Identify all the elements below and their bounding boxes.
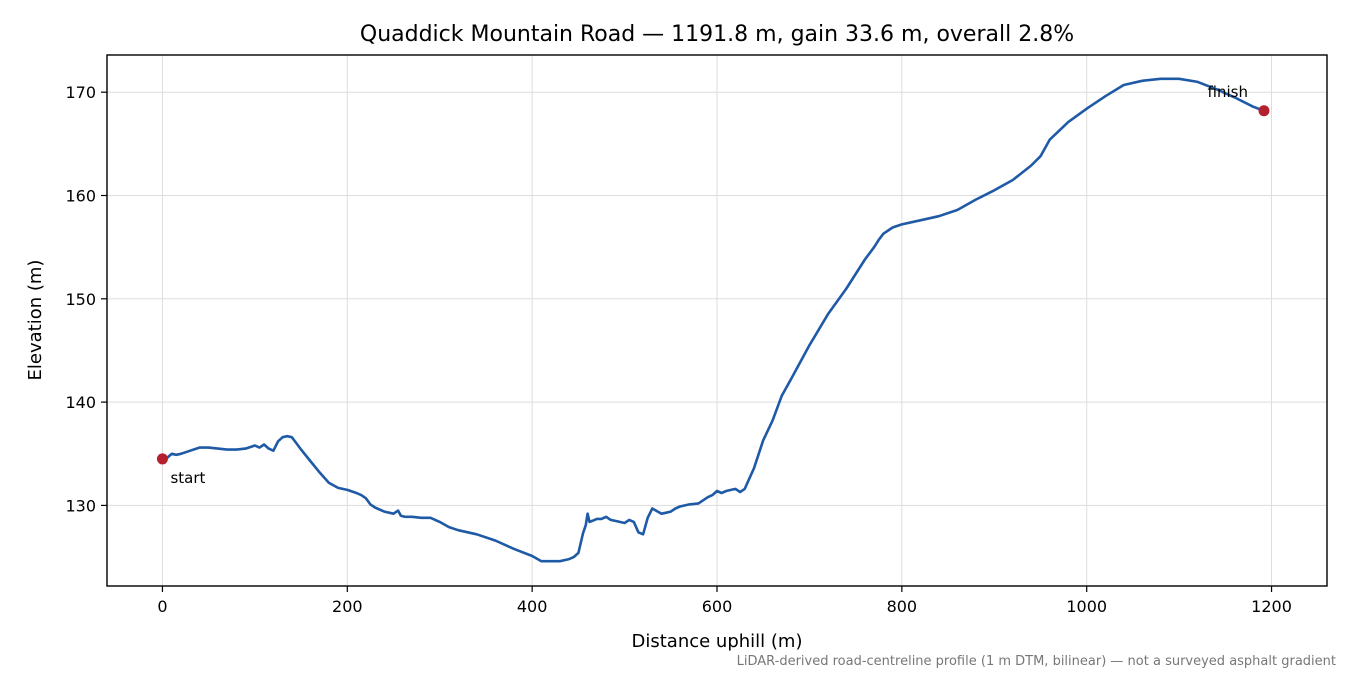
x-tick-label: 800 bbox=[887, 597, 918, 616]
y-tick-label: 160 bbox=[65, 186, 96, 205]
x-tick-label: 1200 bbox=[1251, 597, 1292, 616]
y-axis-label: Elevation (m) bbox=[25, 260, 46, 381]
x-axis-label: Distance uphill (m) bbox=[632, 631, 803, 652]
y-tick-label: 130 bbox=[65, 496, 96, 515]
endpoint-markers: start finish bbox=[156, 83, 1270, 487]
footnote: LiDAR-derived road-centreline profile (1… bbox=[737, 654, 1336, 669]
start-label: start bbox=[170, 469, 205, 487]
finish-label: finish bbox=[1208, 83, 1248, 101]
finish-marker bbox=[1258, 105, 1270, 117]
chart-title: Quaddick Mountain Road — 1191.8 m, gain … bbox=[360, 22, 1074, 47]
y-tick-label: 170 bbox=[65, 83, 96, 102]
x-tick-label: 200 bbox=[332, 597, 363, 616]
elevation-profile-line bbox=[161, 77, 1266, 563]
y-tick-label: 140 bbox=[65, 393, 96, 412]
x-tick-label: 1000 bbox=[1066, 597, 1107, 616]
x-tick-label: 400 bbox=[517, 597, 548, 616]
x-tick-label: 0 bbox=[157, 597, 167, 616]
axis-ticks: 0 200 400 600 800 1000 1200 130 140 150 160 170 bbox=[65, 83, 1291, 616]
profile-line-layer bbox=[161, 77, 1266, 563]
start-marker bbox=[156, 453, 168, 465]
grid bbox=[107, 55, 1327, 586]
y-tick-label: 150 bbox=[65, 290, 96, 309]
x-tick-label: 600 bbox=[702, 597, 733, 616]
